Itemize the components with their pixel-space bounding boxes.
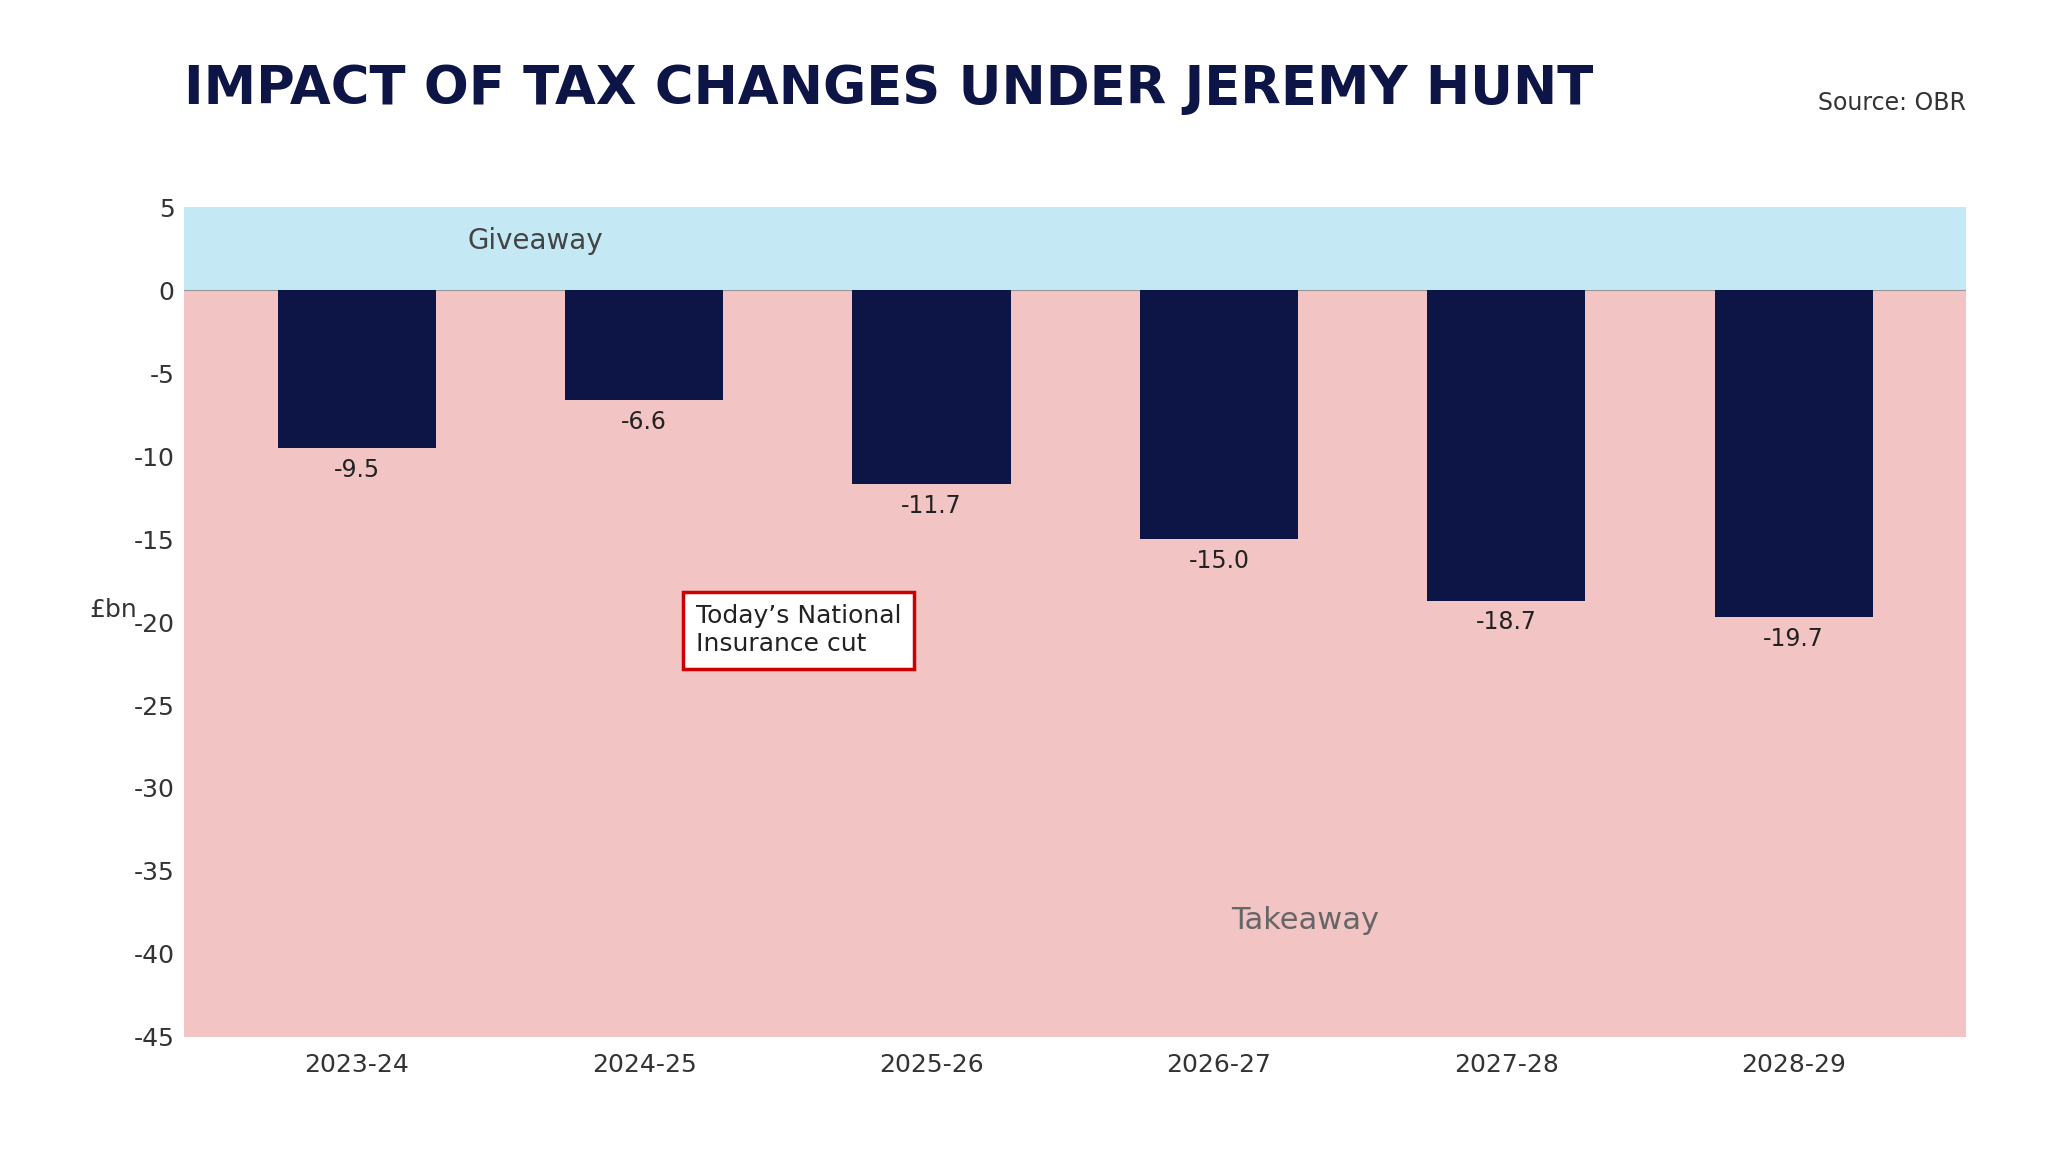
Text: IMPACT OF TAX CHANGES UNDER JEREMY HUNT: IMPACT OF TAX CHANGES UNDER JEREMY HUNT xyxy=(184,63,1593,115)
Text: -11.7: -11.7 xyxy=(901,494,963,518)
Text: -18.7: -18.7 xyxy=(1477,611,1536,635)
Bar xyxy=(1714,290,1872,617)
Text: Takeaway: Takeaway xyxy=(1231,907,1378,935)
Text: -19.7: -19.7 xyxy=(1763,627,1825,651)
Text: -15.0: -15.0 xyxy=(1188,550,1249,573)
Bar xyxy=(565,290,723,400)
Text: Today’s National
Insurance cut: Today’s National Insurance cut xyxy=(696,605,901,657)
Bar xyxy=(279,290,436,448)
Bar xyxy=(1141,290,1298,539)
Text: -6.6: -6.6 xyxy=(621,410,668,434)
Text: -9.5: -9.5 xyxy=(334,457,379,482)
Bar xyxy=(852,290,1010,484)
Text: Source: OBR: Source: OBR xyxy=(1819,91,1966,115)
Y-axis label: £bn: £bn xyxy=(88,598,137,622)
Bar xyxy=(1427,290,1585,600)
Text: Giveaway: Giveaway xyxy=(467,227,602,255)
